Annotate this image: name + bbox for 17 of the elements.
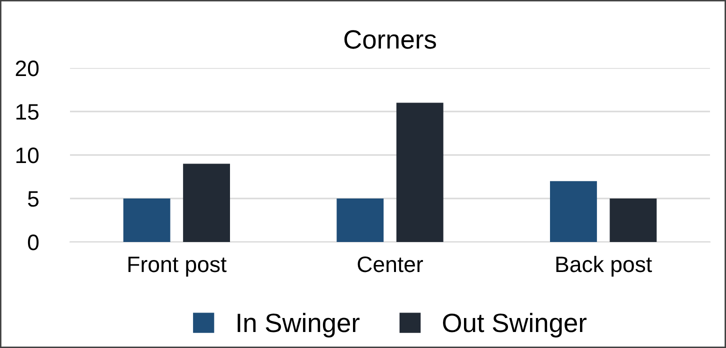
y-tick-label: 15 xyxy=(16,104,39,120)
x-tick-label: Center xyxy=(358,256,423,272)
legend-label: In Swinger xyxy=(238,312,360,338)
bar xyxy=(610,198,657,242)
y-tick-label: 0 xyxy=(28,234,39,250)
bar xyxy=(123,198,170,242)
bar xyxy=(396,102,444,242)
x-tick-label: Front post xyxy=(128,256,227,277)
bar xyxy=(550,181,597,242)
y-tick-label: 10 xyxy=(16,148,39,164)
y-tick-label: 5 xyxy=(28,191,39,207)
x-tick-label: Back post xyxy=(556,256,652,277)
bar xyxy=(336,198,384,242)
chart-title: Corners xyxy=(344,30,436,49)
legend-label: Out Swinger xyxy=(443,312,587,338)
y-tick-label: 20 xyxy=(16,60,39,76)
bar xyxy=(183,164,230,242)
